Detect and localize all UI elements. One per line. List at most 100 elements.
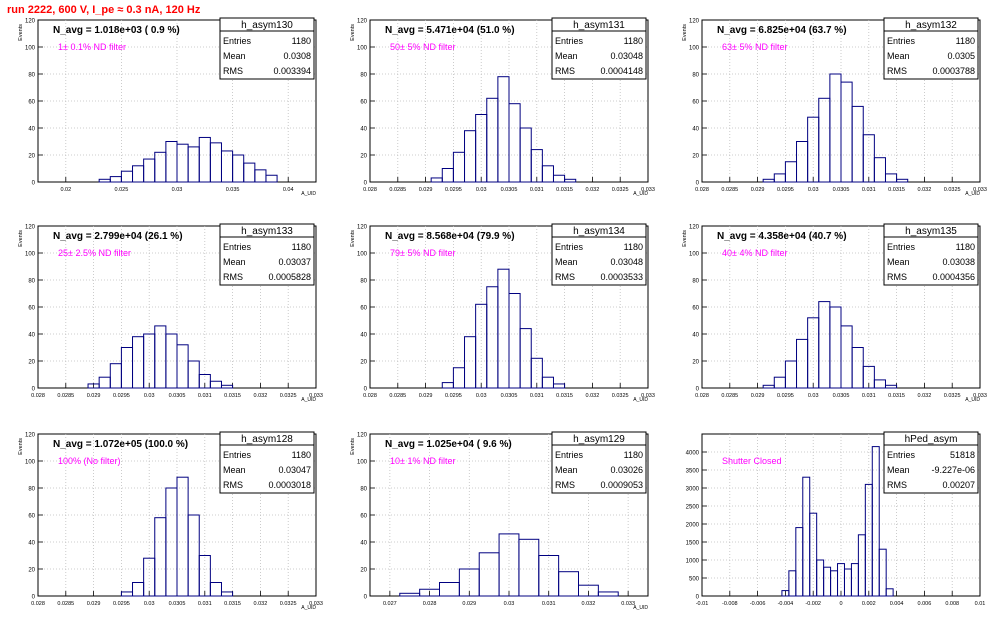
y-tick-label: 100 — [357, 460, 368, 466]
stats-label-mean: Mean — [223, 51, 246, 61]
y-tick-label: 80 — [28, 487, 35, 493]
x-tick-label: 0.032 — [918, 393, 932, 399]
y-tick-label: 120 — [357, 225, 368, 231]
x-tick-label: 0.033 — [973, 393, 987, 399]
y-axis-label: Events — [350, 438, 356, 455]
y-tick-label: 20 — [28, 360, 35, 366]
x-tick-label: 0.0285 — [389, 187, 406, 193]
stats-label-rms: RMS — [887, 480, 907, 490]
histogram-bin — [896, 178, 909, 183]
x-tick-label: 0.028 — [31, 601, 45, 607]
stats-value-mean: 0.03026 — [610, 465, 643, 475]
stats-value-entries: 51818 — [950, 450, 975, 460]
x-tick-label: 0.0325 — [944, 187, 961, 193]
stats-value-mean: 0.03038 — [942, 257, 975, 267]
x-tick-label: 0.0325 — [612, 187, 629, 193]
x-tick-label: -0.002 — [805, 601, 821, 607]
histogram-bin — [265, 174, 278, 183]
navg-label: N_avg = 2.799e+04 (26.1 %) — [53, 231, 183, 242]
histogram-bin — [873, 157, 886, 183]
x-tick-label: 0.029 — [87, 601, 101, 607]
x-tick-label: 0.032 — [586, 393, 600, 399]
histogram-name: h_asym132 — [905, 20, 957, 31]
y-tick-label: 40 — [692, 333, 699, 339]
stats-value-mean: 0.03037 — [278, 257, 311, 267]
histogram-bin — [564, 178, 577, 183]
y-tick-label: 120 — [357, 433, 368, 439]
x-tick-label: 0.031 — [530, 187, 544, 193]
x-axis-label: A_UID — [301, 191, 316, 196]
x-tick-label: 0.0285 — [57, 393, 74, 399]
x-tick-label: 0.031 — [198, 393, 212, 399]
x-tick-label: 0.0285 — [721, 393, 738, 399]
x-tick-label: 0.029 — [419, 393, 433, 399]
navg-label: N_avg = 4.358e+04 (40.7 %) — [717, 231, 847, 242]
x-tick-label: 0.03 — [504, 601, 515, 607]
stats-value-entries: 1180 — [292, 450, 311, 460]
x-tick-label: 0.033 — [621, 601, 635, 607]
x-tick-label: 0.033 — [309, 393, 323, 399]
histogram-bin — [873, 379, 886, 389]
x-tick-label: 0.033 — [641, 393, 655, 399]
x-axis-label: A_UID — [633, 397, 648, 402]
x-tick-label: 0.028 — [363, 393, 377, 399]
y-tick-label: 20 — [360, 154, 367, 160]
y-tick-label: 80 — [360, 73, 367, 79]
stats-label-mean: Mean — [223, 465, 246, 475]
x-tick-label: 0.033 — [641, 187, 655, 193]
x-tick-label: 0.0295 — [445, 187, 462, 193]
stats-value-mean: 0.0305 — [947, 51, 975, 61]
x-tick-label: 0.0285 — [57, 601, 74, 607]
y-axis-label: Events — [18, 24, 24, 41]
y-tick-label: 80 — [360, 279, 367, 285]
y-tick-label: 3000 — [686, 487, 700, 493]
histogram-chart: 0 20 40 60 80 100 120 0.028 0.0285 0.029 0.0295 0.0… — [682, 223, 987, 403]
stats-value-rms: 0.0004356 — [932, 272, 975, 282]
stats-label-rms: RMS — [223, 66, 243, 76]
x-tick-label: 0.033 — [973, 187, 987, 193]
y-tick-label: 100 — [25, 46, 36, 52]
stats-box — [883, 223, 979, 286]
x-tick-label: 0.0315 — [888, 393, 905, 399]
histogram-name: h_asym129 — [573, 434, 625, 445]
x-tick-label: -0.004 — [778, 601, 794, 607]
y-tick-label: 80 — [360, 487, 367, 493]
y-tick-label: 120 — [25, 19, 36, 25]
y-tick-label: 120 — [25, 433, 36, 439]
y-tick-label: 80 — [28, 73, 35, 79]
y-tick-label: 80 — [692, 73, 699, 79]
x-tick-label: 0.029 — [751, 393, 765, 399]
histogram-bin — [552, 174, 566, 183]
histogram-name: h_asym130 — [241, 20, 293, 31]
stats-label-mean: Mean — [887, 465, 910, 475]
stats-value-mean: 0.03047 — [278, 465, 311, 475]
histogram-bin — [884, 384, 898, 389]
y-tick-label: 40 — [28, 541, 35, 547]
x-tick-label: 0.0315 — [556, 187, 573, 193]
stats-label-rms: RMS — [223, 480, 243, 490]
stats-box — [219, 431, 315, 494]
stats-box — [883, 431, 979, 494]
filter-note: 40± 4% ND filter — [722, 248, 787, 258]
stats-box — [551, 223, 647, 286]
x-axis-label: A_UID — [965, 397, 980, 402]
x-tick-label: 0.002 — [862, 601, 876, 607]
x-tick-label: 0.029 — [87, 393, 101, 399]
y-axis-label: Events — [350, 24, 356, 41]
stats-label-entries: Entries — [555, 450, 584, 460]
stats-label-rms: RMS — [555, 272, 575, 282]
y-tick-label: 1500 — [686, 541, 700, 547]
histogram-name: h_asym131 — [573, 20, 625, 31]
histogram-name: h_asym128 — [241, 434, 293, 445]
x-tick-label: 0.01 — [975, 601, 986, 607]
y-tick-label: 60 — [28, 514, 35, 520]
y-tick-label: 2000 — [686, 523, 700, 529]
x-tick-label: 0.028 — [423, 601, 437, 607]
histogram-bin — [809, 512, 818, 597]
stats-value-entries: 1180 — [624, 36, 643, 46]
x-tick-label: -0.01 — [696, 601, 709, 607]
histogram-bin — [209, 582, 222, 597]
y-axis-label: Events — [682, 24, 688, 41]
y-tick-label: 1000 — [686, 559, 700, 565]
x-tick-label: 0.03 — [144, 601, 155, 607]
